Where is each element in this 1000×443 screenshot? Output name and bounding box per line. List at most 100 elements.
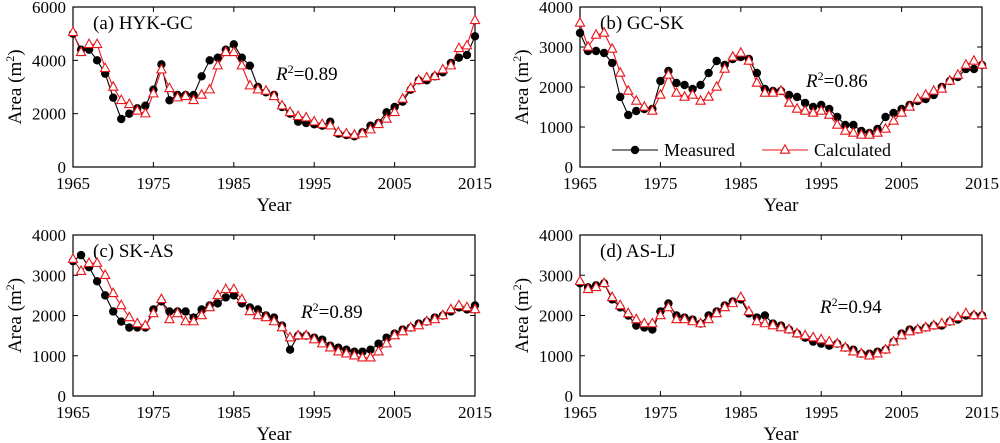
r-squared-annotation: R2=0.89 <box>300 300 363 323</box>
data-point-calculated <box>928 84 940 95</box>
chart-panel-1: 1965 1975 1985 1995 2005 2015 0 2000 4000 6000 Yea… <box>3 0 492 216</box>
series-line-calculated <box>72 258 476 359</box>
data-point-calculated <box>703 313 715 324</box>
data-point-calculated <box>815 104 827 115</box>
data-point-calculated <box>155 293 167 304</box>
data-point-calculated <box>687 88 699 99</box>
data-point-measured <box>760 311 770 320</box>
data-point-calculated <box>654 88 666 99</box>
x-tick-label: 1995 <box>297 403 331 422</box>
data-point-calculated <box>662 301 674 312</box>
data-point-calculated <box>115 299 127 310</box>
legend-label-measured: Measured <box>664 140 735 160</box>
x-axis-label: Year <box>256 424 292 443</box>
data-point-calculated <box>751 76 763 87</box>
data-point-calculated <box>437 309 449 320</box>
data-point-calculated <box>220 282 232 294</box>
data-point-calculated <box>839 124 851 135</box>
data-point-calculated <box>614 299 626 310</box>
data-point-calculated <box>469 13 481 25</box>
data-point-calculated <box>163 81 176 93</box>
data-point-calculated <box>598 276 610 288</box>
data-point-calculated <box>83 256 95 267</box>
data-point-calculated <box>139 319 151 330</box>
y-tick-label: 2000 <box>539 78 573 97</box>
data-point-measured <box>205 56 214 65</box>
data-point-calculated <box>332 125 344 137</box>
series-line-measured <box>579 32 983 134</box>
data-point-measured <box>117 114 126 124</box>
y-tick-label: 0 <box>58 158 67 177</box>
y-tick-label: 3000 <box>32 266 66 285</box>
data-point-calculated <box>783 96 795 107</box>
data-point-measured <box>849 120 858 130</box>
data-point-calculated <box>638 100 650 111</box>
data-point-calculated <box>960 307 972 318</box>
x-tick-label: 2015 <box>965 403 999 422</box>
x-tick-label: 2005 <box>378 174 412 193</box>
data-point-calculated <box>847 126 859 137</box>
data-point-measured <box>181 307 190 316</box>
legend-label-calculated: Calculated <box>814 140 891 160</box>
data-point-measured <box>197 72 206 81</box>
x-tick-label: 1975 <box>643 403 677 422</box>
series-line-calculated <box>579 22 983 136</box>
data-point-measured <box>100 291 110 300</box>
data-point-calculated <box>662 68 674 79</box>
data-point-calculated <box>171 307 184 318</box>
data-point-calculated <box>244 79 256 90</box>
data-point-calculated <box>871 347 884 358</box>
data-point-measured <box>784 90 794 100</box>
data-point-calculated <box>372 117 385 129</box>
data-point-calculated <box>292 329 304 340</box>
data-point-measured <box>704 68 713 78</box>
x-tick-label: 2015 <box>458 403 492 422</box>
data-point-calculated <box>340 127 352 138</box>
data-point-calculated <box>356 127 368 138</box>
data-point-calculated <box>944 74 956 85</box>
data-point-calculated <box>614 66 626 77</box>
data-point-calculated <box>397 325 409 336</box>
x-axis-label: Year <box>763 195 799 216</box>
data-point-calculated <box>904 100 916 111</box>
data-point-calculated <box>75 264 87 275</box>
data-point-calculated <box>759 317 771 328</box>
data-point-measured <box>575 28 585 38</box>
data-point-calculated <box>67 252 79 263</box>
chart-panel-3: 1965 1975 1985 1995 2005 2015 0 1000 2000 3000 400… <box>3 226 492 443</box>
x-tick-label: 1965 <box>563 403 597 422</box>
data-point-calculated <box>791 327 803 338</box>
data-point-measured <box>607 58 617 68</box>
data-point-calculated <box>711 307 723 318</box>
y-tick-label: 0 <box>565 158 574 177</box>
data-point-calculated <box>107 80 119 91</box>
r-squared-annotation: R2=0.94 <box>819 295 882 318</box>
data-point-calculated <box>99 268 111 280</box>
y-axis-label: Area (m2) <box>510 49 533 124</box>
data-point-calculated <box>678 90 691 101</box>
data-point-measured <box>712 56 721 66</box>
data-point-calculated <box>316 337 328 348</box>
data-point-measured <box>117 317 126 326</box>
data-point-calculated <box>300 329 312 340</box>
data-point-calculated <box>590 280 602 292</box>
y-axis-label: Area (m2) <box>3 278 26 353</box>
data-point-calculated <box>276 321 288 332</box>
chart-panel-2: 1965 1975 1985 1995 2005 2015 0 1000 2000 3000 400… <box>510 0 999 216</box>
data-point-calculated <box>413 73 425 85</box>
data-point-calculated <box>461 301 473 312</box>
data-point-measured <box>462 50 472 60</box>
data-point-calculated <box>180 89 192 101</box>
data-point-calculated <box>316 117 328 129</box>
data-point-calculated <box>308 115 320 126</box>
data-point-calculated <box>855 128 867 139</box>
data-point-calculated <box>574 16 586 27</box>
y-tick-label: 3000 <box>539 266 573 285</box>
data-point-calculated <box>171 91 184 102</box>
data-point-measured <box>454 53 464 62</box>
legend-marker-calculated <box>779 143 791 154</box>
data-point-calculated <box>920 88 932 99</box>
data-point-calculated <box>735 291 747 302</box>
data-point-calculated <box>799 104 811 115</box>
data-point-measured <box>366 345 375 354</box>
